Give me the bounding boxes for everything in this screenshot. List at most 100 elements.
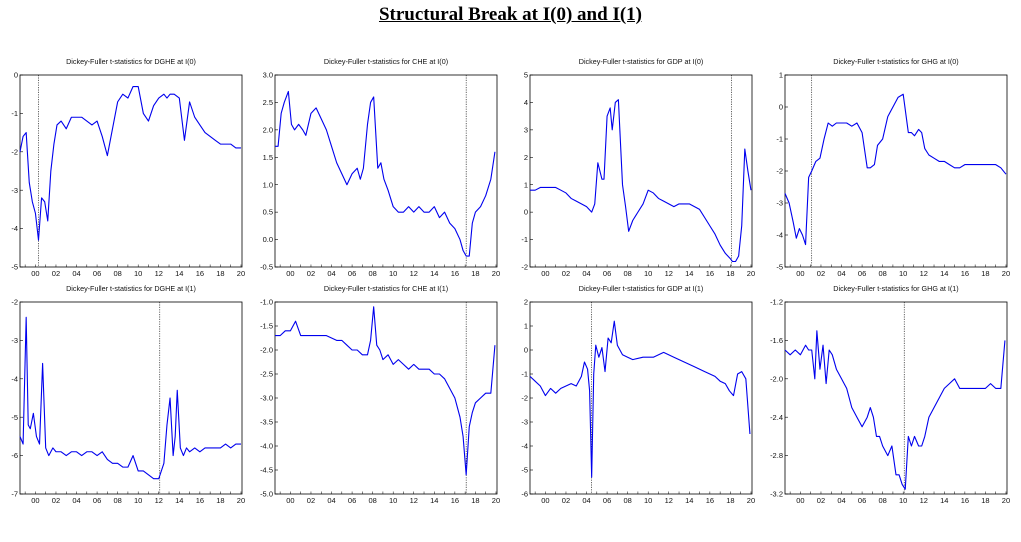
x-tick-label: 00 bbox=[31, 269, 39, 278]
x-tick-label: 08 bbox=[878, 269, 886, 278]
y-tick-label: 2.0 bbox=[263, 125, 273, 134]
x-tick-label: 12 bbox=[665, 496, 673, 505]
x-tick-label: 02 bbox=[817, 269, 825, 278]
y-tick-label: -1.6 bbox=[770, 336, 783, 345]
y-tick-label: 2.5 bbox=[263, 98, 273, 107]
y-tick-label: -1.5 bbox=[260, 322, 273, 331]
x-tick-label: 18 bbox=[726, 496, 734, 505]
x-tick-label: 18 bbox=[471, 269, 479, 278]
x-tick-label: 20 bbox=[747, 496, 755, 505]
x-tick-label: 20 bbox=[237, 496, 245, 505]
x-tick-label: 04 bbox=[582, 496, 590, 505]
series-line bbox=[275, 306, 496, 476]
x-tick-label: 14 bbox=[940, 269, 948, 278]
x-tick-label: 12 bbox=[410, 269, 418, 278]
y-tick-label: -3 bbox=[521, 418, 528, 427]
y-tick-label: -6 bbox=[11, 451, 18, 460]
x-tick-label: 12 bbox=[155, 496, 163, 505]
x-tick-label: 04 bbox=[327, 496, 335, 505]
y-tick-label: -4 bbox=[776, 231, 783, 240]
y-tick-label: -4.5 bbox=[260, 466, 273, 475]
x-tick-label: 02 bbox=[562, 269, 570, 278]
x-tick-label: 08 bbox=[368, 269, 376, 278]
y-tick-label: -3.0 bbox=[260, 394, 273, 403]
x-tick-label: 02 bbox=[307, 269, 315, 278]
y-tick-label: 1.0 bbox=[263, 180, 273, 189]
plot-frame bbox=[19, 74, 243, 268]
y-tick-label: 0 bbox=[524, 346, 528, 355]
x-tick-label: 10 bbox=[644, 269, 652, 278]
series-line bbox=[784, 93, 1007, 246]
chart-dghe-i0: Dickey-Fuller t-statistics for DGHE at I… bbox=[0, 55, 245, 315]
x-tick-label: 00 bbox=[541, 496, 549, 505]
y-tick-label: 1 bbox=[779, 71, 783, 80]
y-tick-label: 1.5 bbox=[263, 153, 273, 162]
chart-ghg-i1: Dickey-Fuller t-statistics for GHG at I(… bbox=[765, 282, 1010, 542]
y-tick-label: -4 bbox=[11, 224, 18, 233]
x-tick-label: 20 bbox=[237, 269, 245, 278]
x-tick-label: 08 bbox=[368, 496, 376, 505]
chart-title: Dickey-Fuller t-statistics for GDP at I(… bbox=[579, 284, 703, 293]
y-tick-label: 1 bbox=[524, 322, 528, 331]
y-tick-label: -2.0 bbox=[260, 346, 273, 355]
x-tick-label: 06 bbox=[93, 269, 101, 278]
x-tick-label: 16 bbox=[706, 496, 714, 505]
series-line bbox=[19, 316, 241, 480]
x-tick-label: 06 bbox=[348, 496, 356, 505]
chart-dghe-i1: Dickey-Fuller t-statistics for DGHE at I… bbox=[0, 282, 245, 542]
y-tick-label: -3 bbox=[11, 186, 18, 195]
series-line bbox=[530, 99, 752, 263]
x-tick-label: 12 bbox=[920, 496, 928, 505]
x-tick-label: 14 bbox=[940, 496, 948, 505]
chart-ghg-i0: Dickey-Fuller t-statistics for GHG at I(… bbox=[765, 55, 1010, 315]
x-tick-label: 04 bbox=[837, 496, 845, 505]
chart-svg: Dickey-Fuller t-statistics for GDP at I(… bbox=[521, 57, 755, 278]
x-tick-label: 12 bbox=[410, 496, 418, 505]
y-tick-label: -2 bbox=[11, 298, 18, 307]
chart-title: Dickey-Fuller t-statistics for DGHE at I… bbox=[66, 284, 196, 293]
chart-svg: Dickey-Fuller t-statistics for DGHE at I… bbox=[11, 57, 245, 278]
x-tick-label: 04 bbox=[327, 269, 335, 278]
series-line bbox=[19, 85, 241, 241]
x-tick-label: 10 bbox=[389, 269, 397, 278]
chart-title: Dickey-Fuller t-statistics for CHE at I(… bbox=[324, 57, 448, 66]
x-tick-label: 20 bbox=[1002, 496, 1010, 505]
y-tick-label: -5 bbox=[11, 413, 18, 422]
y-tick-label: 1 bbox=[524, 180, 528, 189]
x-tick-label: 18 bbox=[981, 269, 989, 278]
chart-gdp-i1: Dickey-Fuller t-statistics for GDP at I(… bbox=[510, 282, 755, 542]
x-tick-label: 18 bbox=[216, 269, 224, 278]
x-tick-label: 20 bbox=[1002, 269, 1010, 278]
y-tick-label: -3.5 bbox=[260, 418, 273, 427]
y-tick-label: -1 bbox=[776, 135, 783, 144]
x-tick-label: 14 bbox=[175, 496, 183, 505]
chart-che-i0: Dickey-Fuller t-statistics for CHE at I(… bbox=[255, 55, 500, 315]
y-tick-label: 0 bbox=[524, 208, 528, 217]
x-tick-label: 08 bbox=[623, 269, 631, 278]
x-tick-label: 18 bbox=[216, 496, 224, 505]
y-tick-label: -6 bbox=[521, 490, 528, 499]
x-tick-label: 04 bbox=[72, 496, 80, 505]
y-tick-label: -5 bbox=[11, 263, 18, 272]
y-tick-label: -2.8 bbox=[770, 451, 783, 460]
y-tick-label: -5 bbox=[521, 466, 528, 475]
chart-svg: Dickey-Fuller t-statistics for DGHE at I… bbox=[11, 284, 245, 505]
x-tick-label: 04 bbox=[582, 269, 590, 278]
x-tick-label: 02 bbox=[562, 496, 570, 505]
plot-frame bbox=[274, 74, 498, 268]
y-tick-label: -5 bbox=[776, 263, 783, 272]
y-tick-label: 3 bbox=[524, 125, 528, 134]
x-tick-label: 08 bbox=[623, 496, 631, 505]
x-tick-label: 14 bbox=[175, 269, 183, 278]
x-tick-label: 14 bbox=[430, 496, 438, 505]
y-tick-label: -4.0 bbox=[260, 442, 273, 451]
x-tick-label: 08 bbox=[113, 269, 121, 278]
chart-svg: Dickey-Fuller t-statistics for GDP at I(… bbox=[521, 284, 755, 505]
y-tick-label: 4 bbox=[524, 98, 528, 107]
x-tick-label: 14 bbox=[685, 496, 693, 505]
chart-che-i1: Dickey-Fuller t-statistics for CHE at I(… bbox=[255, 282, 500, 542]
chart-svg: Dickey-Fuller t-statistics for CHE at I(… bbox=[260, 284, 500, 505]
x-tick-label: 02 bbox=[307, 496, 315, 505]
x-tick-label: 00 bbox=[541, 269, 549, 278]
y-tick-label: -5.0 bbox=[260, 490, 273, 499]
